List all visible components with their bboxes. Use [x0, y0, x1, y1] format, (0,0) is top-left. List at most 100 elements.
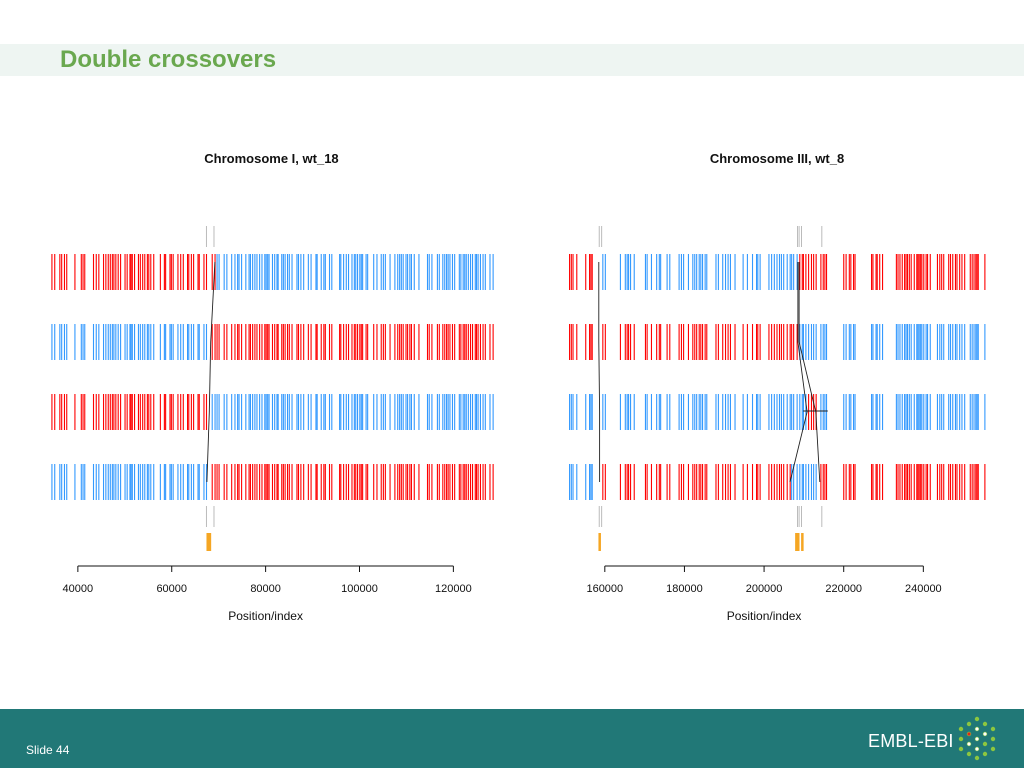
- marker-stripe: [276, 324, 278, 360]
- highlight-region: [795, 533, 800, 551]
- marker-stripe: [768, 394, 770, 430]
- marker-stripe: [778, 324, 781, 360]
- marker-stripe: [405, 464, 407, 500]
- marker-stripe: [943, 324, 945, 360]
- marker-stripe: [822, 464, 824, 500]
- marker-stripe: [237, 254, 239, 290]
- marker-stripe: [245, 464, 247, 500]
- marker-stripe: [939, 464, 941, 500]
- marker-stripe: [238, 394, 240, 430]
- marker-stripe: [362, 464, 364, 500]
- marker-stripe: [783, 394, 785, 430]
- marker-stripe: [628, 394, 630, 430]
- marker-stripe: [115, 464, 117, 500]
- marker-stripe: [458, 324, 460, 360]
- marker-stripe: [569, 464, 571, 500]
- marker-stripe: [129, 464, 131, 500]
- marker-stripe: [683, 324, 685, 360]
- marker-stripe: [882, 324, 884, 360]
- track-segment-blue: [51, 464, 208, 500]
- marker-stripe: [913, 464, 915, 500]
- marker-stripe: [656, 394, 658, 430]
- marker-stripe: [956, 254, 958, 290]
- marker-stripe: [380, 254, 382, 290]
- marker-stripe: [438, 394, 440, 430]
- marker-stripe: [223, 464, 225, 500]
- marker-stripe: [129, 324, 131, 360]
- marker-stripe: [95, 324, 97, 360]
- marker-stripe: [742, 254, 744, 290]
- marker-stripe: [905, 254, 907, 290]
- marker-stripe: [373, 324, 375, 360]
- marker-stripe: [646, 254, 648, 290]
- marker-stripe: [591, 254, 593, 290]
- marker-stripe: [778, 464, 781, 500]
- marker-stripe: [923, 324, 925, 360]
- marker-stripe: [328, 464, 331, 500]
- marker-stripe: [428, 324, 430, 360]
- marker-stripe: [925, 394, 927, 430]
- marker-stripe: [271, 464, 274, 500]
- marker-stripe: [904, 324, 906, 360]
- marker-stripe: [650, 324, 653, 360]
- marker-stripe: [376, 464, 378, 500]
- marker-stripe: [449, 324, 451, 360]
- marker-stripe: [360, 464, 362, 500]
- x-tick-label: 100000: [341, 583, 378, 595]
- marker-stripe: [264, 394, 266, 430]
- genotype-track-1: [51, 254, 494, 290]
- marker-stripe: [678, 324, 680, 360]
- marker-stripe: [678, 464, 680, 500]
- genotype-track-2: [51, 324, 494, 360]
- marker-stripe: [428, 254, 430, 290]
- marker-stripe: [630, 324, 632, 360]
- marker-stripe: [339, 464, 341, 500]
- marker-stripe: [153, 254, 155, 290]
- marker-stripe: [376, 254, 378, 290]
- marker-stripe: [906, 394, 909, 430]
- marker-stripe: [961, 464, 963, 500]
- marker-stripe: [854, 254, 856, 290]
- marker-stripe: [589, 324, 591, 360]
- marker-stripe: [315, 394, 317, 430]
- marker-stripe: [300, 394, 302, 430]
- marker-stripe: [977, 254, 979, 290]
- marker-stripe: [917, 394, 919, 430]
- marker-stripe: [899, 254, 901, 290]
- marker-stripe: [591, 324, 593, 360]
- marker-stripe: [901, 394, 903, 430]
- marker-stripe: [948, 394, 950, 430]
- marker-stripe: [906, 324, 909, 360]
- marker-stripe: [899, 394, 901, 430]
- marker-stripe: [169, 324, 171, 360]
- marker-stripe: [471, 464, 474, 500]
- marker-stripe: [277, 394, 279, 430]
- marker-stripe: [482, 394, 484, 430]
- marker-stripe: [447, 464, 449, 500]
- marker-stripe: [66, 464, 68, 500]
- marker-stripe: [939, 324, 941, 360]
- marker-stripe: [426, 324, 429, 360]
- marker-stripe: [895, 464, 897, 500]
- marker-stripe: [479, 394, 481, 430]
- marker-stripe: [734, 464, 736, 500]
- marker-stripe: [84, 394, 86, 430]
- marker-stripe: [351, 394, 353, 430]
- marker-stripe: [949, 254, 952, 290]
- marker-stripe: [134, 254, 136, 290]
- marker-stripe: [359, 254, 361, 290]
- marker-stripe: [131, 394, 133, 430]
- marker-stripe: [658, 394, 660, 430]
- marker-stripe: [291, 324, 293, 360]
- marker-stripe: [729, 394, 731, 430]
- marker-stripe: [129, 394, 131, 430]
- marker-stripe: [124, 464, 126, 500]
- marker-stripe: [402, 324, 404, 360]
- marker-stripe: [254, 394, 256, 430]
- marker-stripe: [702, 254, 704, 290]
- marker-stripe: [365, 324, 367, 360]
- marker-stripe: [105, 324, 107, 360]
- marker-stripe: [626, 324, 628, 360]
- marker-stripe: [913, 254, 915, 290]
- marker-stripe: [843, 324, 845, 360]
